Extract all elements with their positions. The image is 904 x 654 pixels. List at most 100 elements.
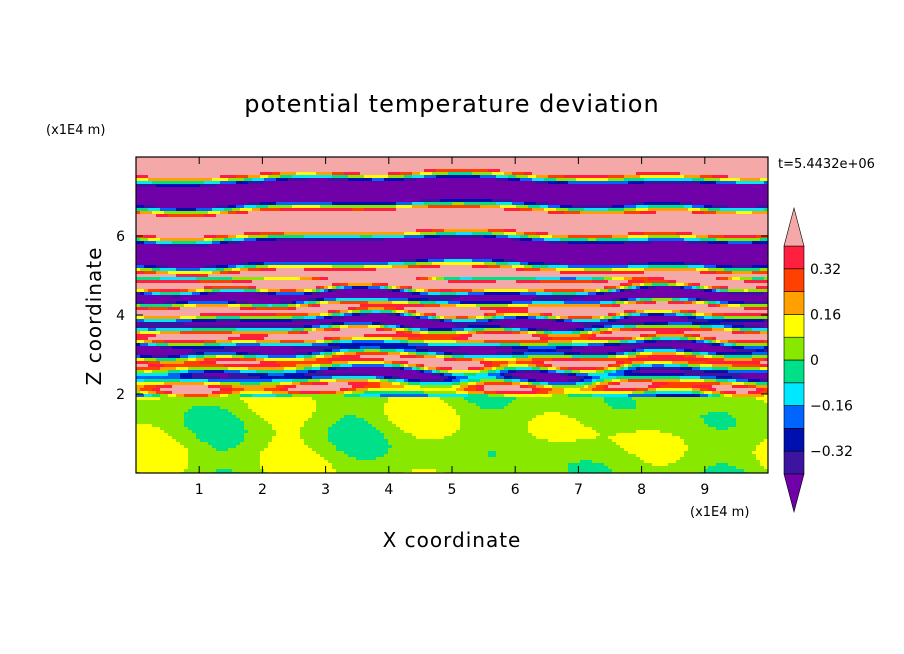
contour-cell <box>488 229 493 233</box>
contour-cell <box>304 172 309 176</box>
contour-cell <box>292 160 297 164</box>
contour-cell <box>272 220 277 224</box>
contour-cell <box>588 187 593 191</box>
contour-cell <box>696 172 701 176</box>
contour-cell <box>660 247 665 251</box>
contour-cell <box>680 175 685 179</box>
contour-cell <box>424 226 429 230</box>
contour-cell <box>168 169 173 173</box>
contour-cell <box>688 172 693 176</box>
contour-cell <box>396 175 401 179</box>
contour-cell <box>352 157 357 161</box>
contour-cell <box>504 208 509 212</box>
contour-cell <box>680 211 685 215</box>
contour-cell <box>724 193 729 197</box>
contour-cell <box>316 205 321 209</box>
contour-cell <box>264 241 269 245</box>
contour-cell <box>744 196 749 200</box>
contour-cell <box>544 235 549 239</box>
contour-cell <box>752 208 757 212</box>
contour-cell <box>520 202 525 206</box>
contour-cell <box>324 235 329 239</box>
contour-cell <box>500 232 505 236</box>
contour-cell <box>204 214 209 218</box>
contour-cell <box>656 175 661 179</box>
contour-cell <box>388 160 393 164</box>
contour-cell <box>712 232 717 236</box>
contour-cell <box>276 232 281 236</box>
contour-cell <box>472 193 477 197</box>
contour-cell <box>164 250 169 254</box>
contour-cell <box>572 223 577 227</box>
contour-cell <box>480 247 485 251</box>
contour-cell <box>360 205 365 209</box>
contour-cell <box>272 199 277 203</box>
contour-cell <box>600 184 605 188</box>
contour-cell <box>380 223 385 227</box>
contour-cell <box>520 196 525 200</box>
contour-cell <box>320 178 325 182</box>
contour-cell <box>412 193 417 197</box>
contour-cell <box>616 241 621 245</box>
contour-cell <box>532 235 537 239</box>
contour-cell <box>280 217 285 221</box>
contour-cell <box>468 166 473 170</box>
contour-cell <box>676 160 681 164</box>
contour-cell <box>400 247 405 251</box>
contour-cell <box>428 172 433 176</box>
contour-cell <box>160 178 165 182</box>
contour-cell <box>732 223 737 227</box>
contour-cell <box>552 169 557 173</box>
contour-cell <box>484 163 489 167</box>
contour-cell <box>160 187 165 191</box>
contour-cell <box>164 166 169 170</box>
contour-cell <box>172 175 177 179</box>
contour-cell <box>188 244 193 248</box>
contour-cell <box>640 238 645 242</box>
contour-cell <box>336 205 341 209</box>
contour-cell <box>740 208 745 212</box>
contour-cell <box>524 238 529 242</box>
contour-cell <box>436 202 441 206</box>
contour-cell <box>640 193 645 197</box>
contour-cell <box>372 181 377 185</box>
contour-cell <box>228 202 233 206</box>
contour-cell <box>228 220 233 224</box>
contour-cell <box>220 199 225 203</box>
contour-cell <box>712 166 717 170</box>
contour-cell <box>580 169 585 173</box>
contour-cell <box>652 247 657 251</box>
contour-cell <box>600 232 605 236</box>
contour-cell <box>228 163 233 167</box>
contour-cell <box>688 163 693 167</box>
contour-cell <box>676 157 681 161</box>
contour-cell <box>636 199 641 203</box>
contour-cell <box>164 175 169 179</box>
contour-cell <box>680 238 685 242</box>
contour-cell <box>644 172 649 176</box>
contour-cell <box>260 220 265 224</box>
contour-cell <box>484 238 489 242</box>
contour-cell <box>364 166 369 170</box>
contour-cell <box>164 169 169 173</box>
contour-cell <box>144 205 149 209</box>
contour-cell <box>688 205 693 209</box>
contour-cell <box>632 172 637 176</box>
contour-cell <box>696 199 701 203</box>
contour-cell <box>464 157 469 161</box>
contour-cell <box>568 226 573 230</box>
contour-cell <box>440 226 445 230</box>
contour-cell <box>448 181 453 185</box>
contour-cell <box>676 181 681 185</box>
contour-cell <box>336 214 341 218</box>
contour-cell <box>676 208 681 212</box>
contour-cell <box>304 241 309 245</box>
contour-cell <box>296 229 301 233</box>
contour-cell <box>740 241 745 245</box>
contour-cell <box>160 244 165 248</box>
contour-cell <box>448 187 453 191</box>
contour-cell <box>764 160 768 164</box>
contour-cell <box>176 172 181 176</box>
contour-cell <box>308 199 313 203</box>
contour-cell <box>588 181 593 185</box>
